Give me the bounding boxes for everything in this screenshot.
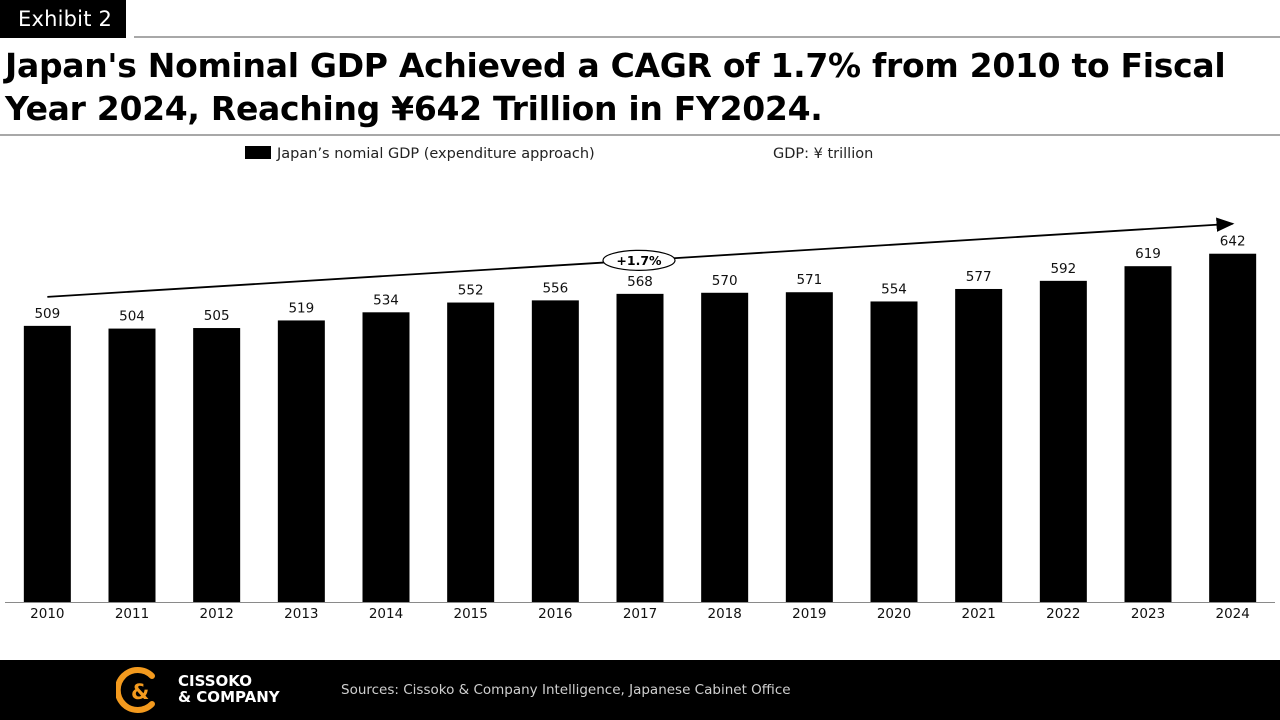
data-label-2015: 552 bbox=[458, 283, 484, 299]
exhibit-label: Exhibit 2 bbox=[0, 0, 127, 38]
x-tick-label-2022: 2022 bbox=[1046, 606, 1080, 622]
x-tick-label-2018: 2018 bbox=[707, 606, 741, 622]
footer-bar: & CISSOKO & COMPANY Sources: Cissoko & C… bbox=[0, 660, 1280, 720]
bar-2023 bbox=[1124, 266, 1172, 602]
bar-2017 bbox=[616, 293, 664, 602]
bar-2020 bbox=[870, 301, 918, 602]
company-name-line2: & COMPANY bbox=[178, 688, 280, 706]
unit-label: GDP: ¥ trillion bbox=[773, 146, 874, 162]
title-divider bbox=[0, 134, 1280, 136]
gdp-bar-chart: 509 2010 504 2011 505 2012 519 2013 534 2014 552 20… bbox=[5, 217, 1275, 622]
svg-text:&: & bbox=[131, 680, 149, 704]
bar-2013 bbox=[277, 320, 325, 602]
legend-swatch bbox=[245, 146, 271, 159]
x-tick-label-2015: 2015 bbox=[453, 606, 487, 622]
x-tick-label-2017: 2017 bbox=[623, 606, 657, 622]
data-label-2013: 519 bbox=[288, 300, 314, 316]
x-tick-label-2014: 2014 bbox=[369, 606, 403, 622]
data-label-2014: 534 bbox=[373, 292, 399, 308]
data-label-2018: 570 bbox=[712, 273, 738, 289]
bar-2024 bbox=[1209, 253, 1257, 602]
page-title: Japan's Nominal GDP Achieved a CAGR of 1… bbox=[5, 46, 1226, 128]
legend-series-label: Japan’s nomial GDP (expenditure approach… bbox=[277, 146, 595, 162]
data-label-2022: 592 bbox=[1050, 261, 1076, 277]
bar-2022 bbox=[1039, 280, 1087, 602]
x-tick-label-2013: 2013 bbox=[284, 606, 318, 622]
data-label-2023: 619 bbox=[1135, 246, 1161, 262]
bar-2016 bbox=[531, 300, 579, 602]
x-tick-label-2020: 2020 bbox=[877, 606, 911, 622]
x-tick-label-2019: 2019 bbox=[792, 606, 826, 622]
x-tick-label-2021: 2021 bbox=[961, 606, 995, 622]
data-label-2017: 568 bbox=[627, 274, 653, 290]
x-tick-label-2012: 2012 bbox=[199, 606, 233, 622]
data-label-2016: 556 bbox=[542, 280, 568, 296]
sources-note: Sources: Cissoko & Company Intelligence,… bbox=[341, 682, 791, 698]
bar-2014 bbox=[362, 312, 410, 602]
bar-2012 bbox=[193, 328, 241, 602]
data-label-2010: 509 bbox=[34, 306, 60, 322]
x-tick-label-2011: 2011 bbox=[115, 606, 149, 622]
cagr-label: +1.7% bbox=[616, 253, 662, 268]
cagr-badge bbox=[602, 249, 676, 271]
data-label-2012: 505 bbox=[204, 308, 230, 324]
bar-2019 bbox=[785, 292, 833, 602]
data-label-2011: 504 bbox=[119, 309, 145, 325]
chart-legend: Japan’s nomial GDP (expenditure approach… bbox=[245, 144, 595, 164]
data-label-2024: 642 bbox=[1220, 234, 1246, 250]
bar-2021 bbox=[955, 288, 1003, 602]
bar-2015 bbox=[447, 302, 495, 602]
x-tick-label-2016: 2016 bbox=[538, 606, 572, 622]
header-divider bbox=[134, 36, 1280, 38]
data-label-2020: 554 bbox=[881, 281, 907, 297]
x-tick-label-2023: 2023 bbox=[1131, 606, 1165, 622]
bar-2018 bbox=[701, 292, 749, 602]
x-tick-label-2010: 2010 bbox=[30, 606, 64, 622]
company-name-line1: CISSOKO bbox=[178, 672, 252, 690]
bar-2011 bbox=[108, 328, 156, 602]
x-tick-label-2024: 2024 bbox=[1215, 606, 1249, 622]
data-label-2021: 577 bbox=[966, 269, 992, 285]
data-label-2019: 571 bbox=[796, 272, 822, 288]
company-name: CISSOKO & COMPANY bbox=[178, 673, 280, 705]
company-logo-icon: & bbox=[116, 667, 155, 713]
bar-2010 bbox=[23, 325, 71, 602]
